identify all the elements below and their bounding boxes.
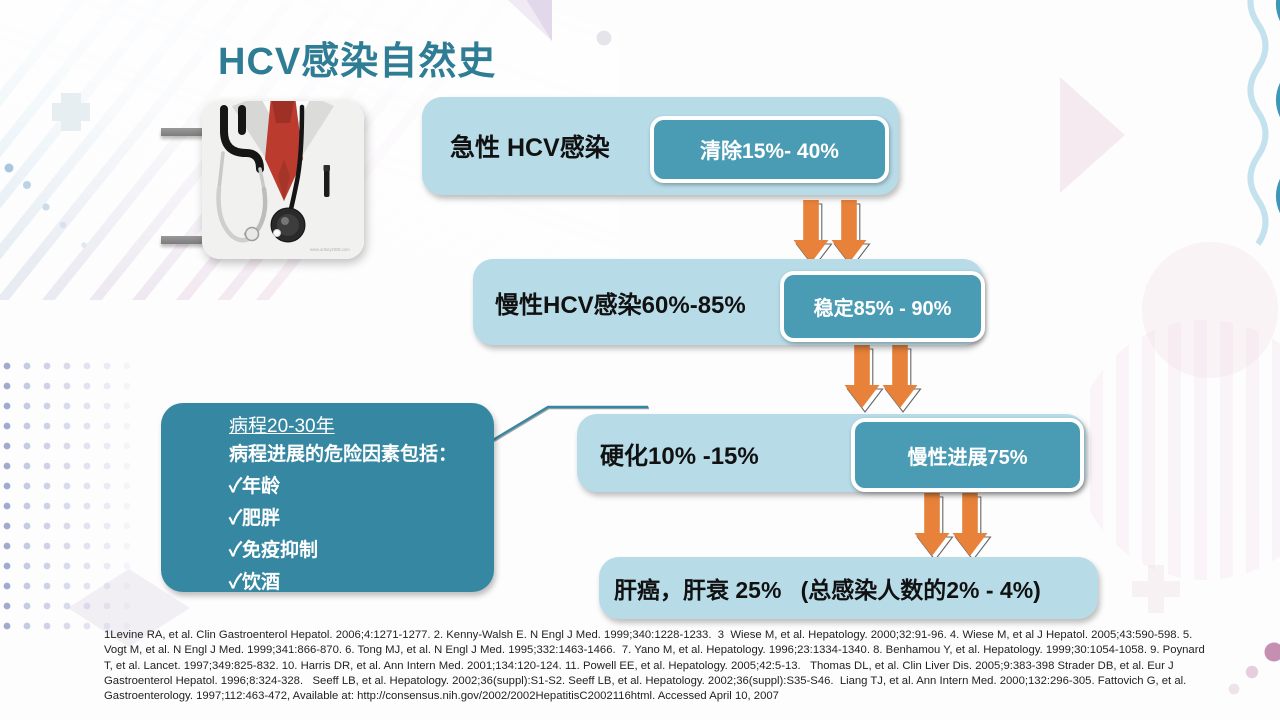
- svg-text:www.artkey2005.com: www.artkey2005.com: [310, 247, 350, 252]
